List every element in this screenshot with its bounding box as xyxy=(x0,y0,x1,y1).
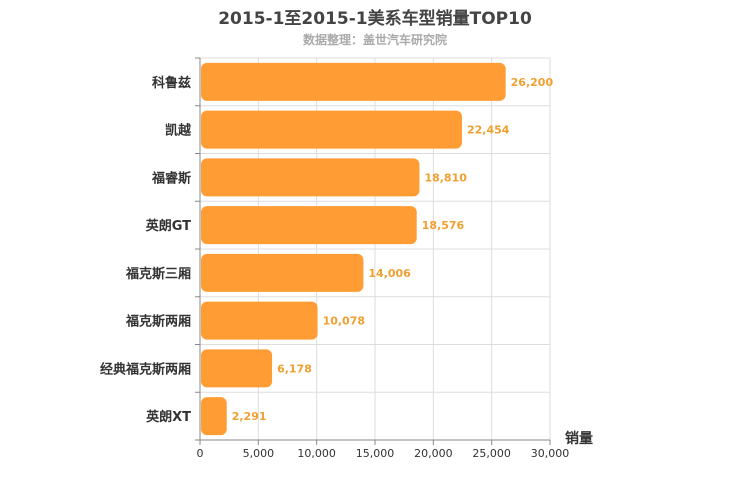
data-label: 14,006 xyxy=(368,267,411,280)
category-label: 英朗XT xyxy=(145,409,191,425)
x-tick-label: 30,000 xyxy=(531,447,570,460)
bar xyxy=(201,397,227,436)
x-axis-title: 销量 xyxy=(565,430,593,447)
category-label: 凯越 xyxy=(165,123,192,139)
category-label: 福克斯两厢 xyxy=(125,314,191,330)
data-label: 26,200 xyxy=(511,76,554,89)
data-label: 22,454 xyxy=(467,124,510,137)
x-tick-label: 25,000 xyxy=(472,447,511,460)
data-label: 18,576 xyxy=(422,219,465,232)
labels: 0 5,000 10,000 15,000 20,000 25,000 30,000 26,2… xyxy=(100,75,593,460)
x-tick-label: 15,000 xyxy=(356,447,395,460)
chart-title: 2015-1至2015-1美系车型销量TOP10 xyxy=(218,9,532,29)
x-tick-label: 20,000 xyxy=(414,447,453,460)
data-label: 2,291 xyxy=(232,410,267,423)
bar xyxy=(201,349,273,388)
bar xyxy=(201,158,420,197)
category-label: 经典福克斯两厢 xyxy=(100,361,191,377)
bar xyxy=(201,62,506,101)
category-label: 福克斯三厢 xyxy=(125,266,191,282)
axes xyxy=(195,57,551,445)
bar xyxy=(201,253,364,292)
bar xyxy=(201,110,462,149)
bar xyxy=(201,206,417,245)
data-label: 6,178 xyxy=(277,362,312,375)
category-label: 福睿斯 xyxy=(151,170,191,186)
x-tick-label: 10,000 xyxy=(297,447,336,460)
chart-subtitle: 数据整理：盖世汽车研究院 xyxy=(302,33,447,47)
x-tick-label: 0 xyxy=(197,447,204,460)
bar xyxy=(201,301,318,340)
category-label: 科鲁兹 xyxy=(152,75,191,91)
x-tick-label: 5,000 xyxy=(243,447,275,460)
category-label: 英朗GT xyxy=(145,218,191,234)
data-label: 10,078 xyxy=(323,315,365,328)
bars xyxy=(201,62,506,436)
data-label: 18,810 xyxy=(424,171,467,184)
